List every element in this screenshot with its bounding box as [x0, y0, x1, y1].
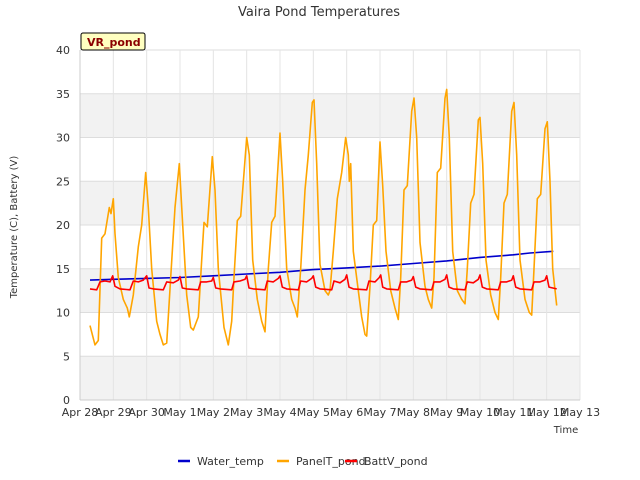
- x-tick-label: May 8: [397, 406, 430, 419]
- series-line-water-temp: [89, 250, 554, 281]
- y-axis-label: Temperature (C), Battery (V): [9, 156, 20, 300]
- plot-band: [80, 356, 580, 400]
- y-tick-label: 35: [56, 88, 70, 101]
- y-tick-label: 20: [56, 219, 70, 232]
- x-tick-label: May 4: [263, 406, 296, 419]
- series-line-battv-pond: [89, 274, 557, 291]
- y-tick-label: 0: [63, 394, 70, 407]
- x-tick-label: May 5: [297, 406, 330, 419]
- x-tick-label: May 6: [330, 406, 363, 419]
- legend-label: Water_temp: [197, 455, 264, 468]
- x-tick-label: May 13: [560, 406, 600, 419]
- x-tick-label: Apr 29: [95, 406, 132, 419]
- chart-title: Vaira Pond Temperatures: [238, 5, 400, 20]
- x-tick-label: Apr 30: [128, 406, 165, 419]
- x-tick-label: May 10: [460, 406, 500, 419]
- plot-band: [80, 181, 580, 225]
- x-tick-label: May 11: [493, 406, 533, 419]
- plot-band: [80, 312, 580, 357]
- y-tick-label: 10: [56, 307, 70, 320]
- x-tick-label: May 7: [363, 406, 396, 419]
- x-tick-label: May 2: [197, 406, 230, 419]
- x-tick-label: May 1: [163, 406, 196, 419]
- site-label-box: VR_pond: [80, 32, 146, 51]
- series-line-panelt-pond: [89, 88, 558, 346]
- series-lines: [89, 88, 558, 346]
- plot-band: [80, 137, 580, 182]
- plot-band: [80, 50, 580, 94]
- site-label-background: [80, 32, 146, 51]
- legend-label: BattV_pond: [364, 455, 428, 468]
- plot-area: [80, 50, 580, 400]
- x-tick-label: May 12: [527, 406, 567, 419]
- y-tick-label: 25: [56, 175, 70, 188]
- y-tick-label: 30: [56, 132, 70, 145]
- x-tick-label: Apr 28: [62, 406, 99, 419]
- x-tick-label: May 9: [430, 406, 463, 419]
- y-tick-label: 15: [56, 263, 70, 276]
- y-tick-label: 5: [63, 350, 70, 363]
- y-tick-label: 40: [56, 44, 70, 57]
- site-label: VR_pond: [87, 36, 141, 49]
- x-axis-label: Time: [553, 425, 578, 436]
- plot-band: [80, 93, 580, 138]
- x-tick-label: May 3: [230, 406, 263, 419]
- legend-label: PanelT_pond: [296, 455, 366, 468]
- plot-band: [80, 225, 580, 269]
